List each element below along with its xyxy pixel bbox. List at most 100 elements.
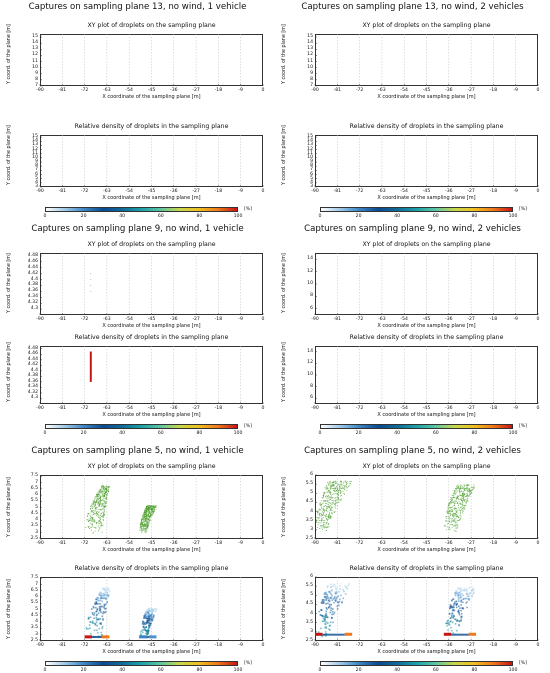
y-tick-label: 12 bbox=[307, 268, 313, 274]
y-axis-label: Y coord. of the plane [m] bbox=[7, 477, 12, 537]
panel-plane13-2vehicles: Captures on sampling plane 13, no wind, … bbox=[275, 0, 550, 222]
x-axis-label: X coordinate of the sampling plane [m] bbox=[102, 94, 201, 100]
y-tick-label: 4 bbox=[35, 619, 38, 625]
panel-plane9-1vehicle: Captures on sampling plane 9, no wind, 1… bbox=[0, 222, 275, 444]
colorbar-tick-label: 40 bbox=[394, 431, 401, 436]
x-tick-label: -36 bbox=[170, 189, 178, 194]
x-tick-label: -90 bbox=[36, 541, 44, 546]
x-tick-label: -72 bbox=[80, 541, 89, 546]
y-tick-label: 5 bbox=[310, 592, 313, 598]
x-tick-label: -45 bbox=[422, 406, 431, 411]
y-tick-label: 6 bbox=[310, 574, 313, 579]
x-tick-label: -18 bbox=[214, 88, 223, 93]
y-axis-label: Y coord. of the plane [m] bbox=[7, 253, 12, 313]
x-tick-label: -9 bbox=[513, 189, 518, 194]
x-tick-label: -81 bbox=[58, 189, 67, 194]
plot-area bbox=[315, 577, 538, 641]
y-axis-label: Y coord. of the plane [m] bbox=[282, 342, 287, 402]
x-tick-label: -18 bbox=[489, 189, 498, 194]
y-tick-label: 2.5 bbox=[30, 638, 38, 643]
colorbar-unit: [%] bbox=[244, 207, 252, 212]
x-tick-label: 0 bbox=[261, 317, 265, 322]
colorbar-tick-label: 100 bbox=[508, 214, 518, 219]
colorbar-tick-label: 100 bbox=[233, 431, 243, 436]
x-tick-label: -9 bbox=[238, 541, 243, 546]
y-tick-label: 4.32 bbox=[27, 389, 38, 395]
y-tick-label: 12 bbox=[307, 360, 313, 366]
y-tick-label: 8 bbox=[310, 163, 313, 169]
y-tick-label: 14 bbox=[32, 138, 38, 144]
x-axis-label: X coordinate of the sampling plane [m] bbox=[377, 94, 476, 100]
y-tick-label: 4.42 bbox=[27, 270, 38, 276]
x-tick-label: -72 bbox=[80, 88, 89, 93]
y-tick-label: 7 bbox=[35, 83, 38, 88]
x-tick-label: -45 bbox=[147, 189, 156, 194]
y-tick-label: 3 bbox=[35, 631, 38, 637]
plot-title: Relative density of droplets in the samp… bbox=[74, 334, 229, 341]
x-axis-label: X coordinate of the sampling plane [m] bbox=[377, 649, 476, 655]
y-tick-label: 3.5 bbox=[305, 619, 313, 625]
y-tick-label: 4 bbox=[310, 508, 313, 514]
x-tick-label: -72 bbox=[355, 643, 364, 648]
y-tick-label: 4.4 bbox=[30, 367, 38, 373]
y-tick-label: 2.5 bbox=[30, 536, 38, 541]
y-tick-label: 4.38 bbox=[27, 373, 38, 379]
plot-title: XY plot of droplets on the sampling plan… bbox=[362, 22, 491, 29]
y-tick-label: 6 bbox=[310, 305, 313, 311]
y-tick-label: 8 bbox=[35, 163, 38, 169]
plot-title: XY plot of droplets on the sampling plan… bbox=[362, 463, 491, 470]
x-tick-label: 0 bbox=[261, 541, 265, 546]
x-tick-label: -72 bbox=[355, 406, 364, 411]
y-tick-label: 4.4 bbox=[30, 276, 38, 282]
y-tick-label: 3 bbox=[35, 184, 38, 189]
y-axis-label: Y coord. of the plane [m] bbox=[282, 24, 287, 84]
x-tick-label: -90 bbox=[311, 541, 319, 546]
x-tick-label: 0 bbox=[536, 317, 540, 322]
y-tick-label: 4.32 bbox=[27, 300, 38, 306]
x-tick-label: -54 bbox=[400, 189, 408, 194]
y-tick-label: 4.3 bbox=[30, 306, 38, 312]
x-tick-label: -54 bbox=[125, 317, 133, 322]
plot-area bbox=[40, 475, 263, 539]
colorbar-unit: [%] bbox=[519, 424, 527, 429]
y-tick-label: 4 bbox=[35, 179, 38, 185]
y-tick-label: 4.48 bbox=[27, 345, 38, 351]
y-tick-label: 8 bbox=[35, 76, 38, 82]
y-tick-label: 4 bbox=[35, 517, 38, 523]
x-tick-label: -27 bbox=[467, 317, 475, 322]
x-tick-label: -18 bbox=[214, 406, 223, 411]
y-axis-label: Y coord. of the plane [m] bbox=[7, 579, 12, 639]
y-tick-label: 4.46 bbox=[27, 258, 38, 264]
x-tick-label: 0 bbox=[261, 189, 265, 194]
colorbar-tick-label: 40 bbox=[119, 214, 126, 219]
y-axis-label: Y coord. of the plane [m] bbox=[7, 342, 12, 402]
x-tick-label: -72 bbox=[355, 541, 364, 546]
y-tick-label: 5.5 bbox=[305, 481, 313, 487]
x-tick-label: -63 bbox=[378, 406, 386, 411]
x-tick-label: -9 bbox=[238, 88, 243, 93]
x-tick-label: -27 bbox=[192, 317, 200, 322]
x-tick-label: -9 bbox=[513, 406, 518, 411]
y-tick-label: 10 bbox=[307, 372, 313, 377]
colorbar-tick-label: 80 bbox=[471, 431, 478, 436]
panel-plane13-1vehicle: Captures on sampling plane 13, no wind, … bbox=[0, 0, 275, 222]
x-tick-label: -27 bbox=[467, 541, 475, 546]
x-tick-label: -36 bbox=[170, 541, 178, 546]
x-tick-label: 0 bbox=[536, 541, 540, 546]
x-tick-label: -90 bbox=[36, 189, 44, 194]
colorbar-tick-label: 20 bbox=[355, 431, 362, 436]
colorbar-tick-label: 80 bbox=[196, 668, 203, 673]
y-tick-label: 10 bbox=[307, 64, 313, 70]
x-tick-label: -36 bbox=[445, 406, 453, 411]
plot-area bbox=[315, 135, 538, 187]
x-tick-label: -54 bbox=[125, 643, 133, 648]
x-tick-label: -9 bbox=[513, 317, 518, 322]
y-tick-label: 4.5 bbox=[30, 612, 38, 618]
y-tick-label: 6 bbox=[35, 492, 38, 498]
x-axis-label: X coordinate of the sampling plane [m] bbox=[102, 323, 201, 329]
y-tick-label: 14 bbox=[307, 256, 313, 262]
colorbar-tick-label: 0 bbox=[43, 431, 47, 436]
plot-area bbox=[40, 577, 263, 641]
x-tick-label: -36 bbox=[445, 189, 453, 194]
colorbar-tick-label: 80 bbox=[196, 214, 203, 219]
